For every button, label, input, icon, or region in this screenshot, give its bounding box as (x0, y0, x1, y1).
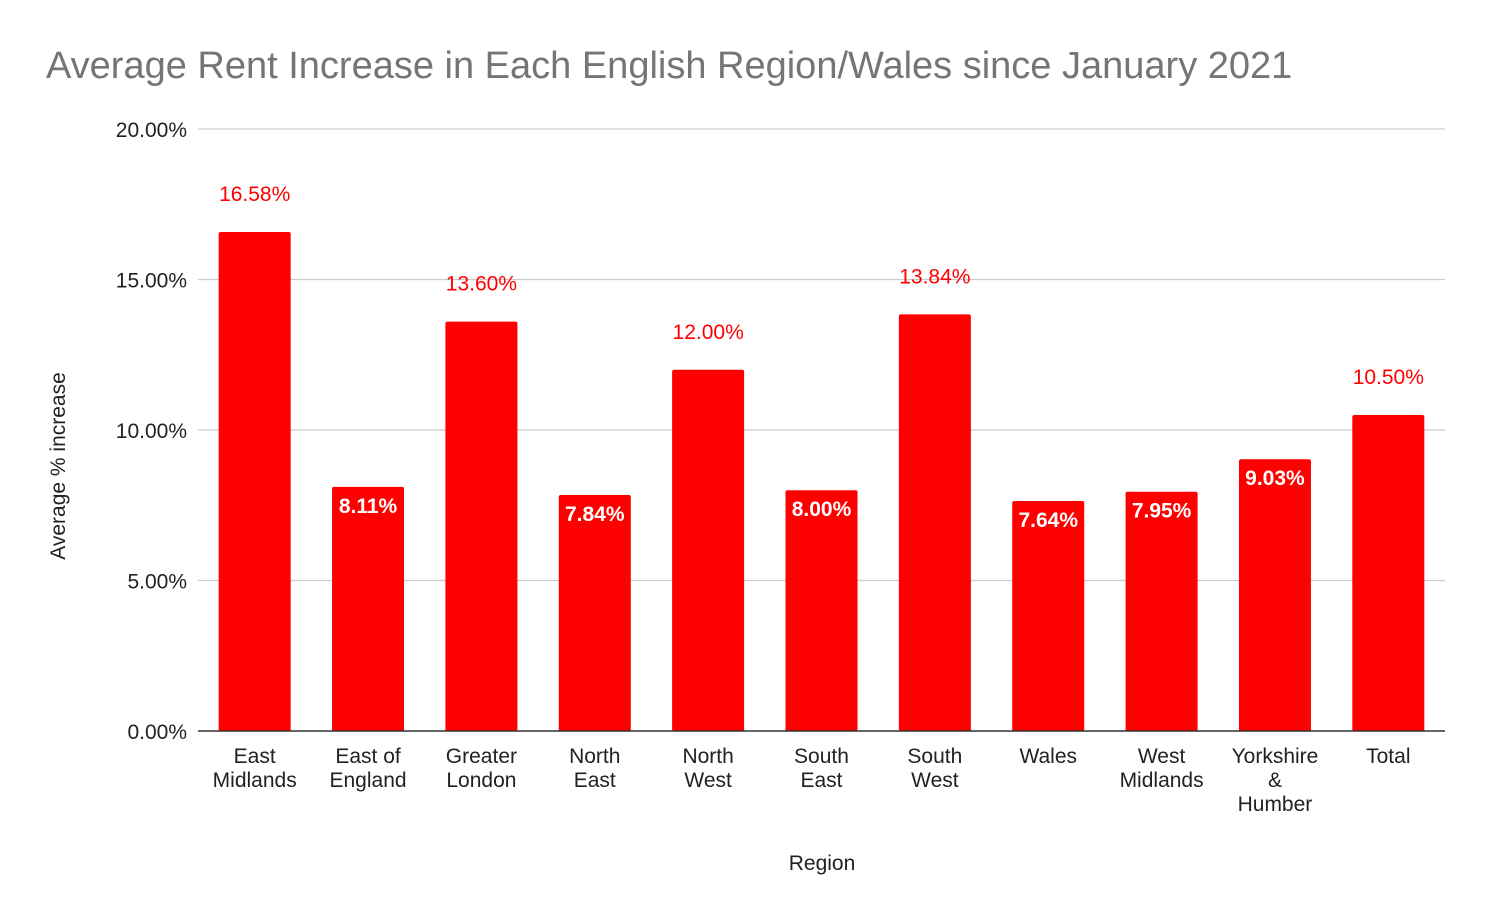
y-tick-label: 15.00% (116, 270, 187, 293)
bar (1125, 491, 1198, 731)
x-tick-label-line: West (1138, 745, 1186, 768)
y-tick-label: 20.00% (116, 119, 187, 142)
bar (785, 490, 858, 731)
bar (1238, 459, 1311, 731)
y-axis-title: Average % increase (47, 372, 70, 560)
x-tick-label-line: West (684, 769, 732, 792)
x-tick-label: South West (907, 745, 962, 792)
x-axis-title: Region (789, 852, 856, 875)
x-tick-label-line: Yorkshire (1232, 745, 1319, 768)
x-tick-label: North East (569, 745, 620, 792)
data-label: 7.84% (565, 503, 625, 526)
data-labels: 16.58% 8.11% 13.60% 7.84% 12.00% 8.00% 13.84% 7… (219, 183, 1424, 532)
data-label: 8.00% (792, 498, 852, 521)
y-tick-label: 0.00% (127, 721, 187, 744)
bar (898, 314, 971, 731)
bar (1352, 414, 1425, 731)
x-tick-label-line: & (1268, 769, 1282, 792)
x-tick-label: Greater London (446, 745, 517, 792)
x-tick-label-line: South (907, 745, 962, 768)
bar (332, 486, 405, 731)
data-label: 7.95% (1132, 500, 1192, 523)
x-tick-label-line: Wales (1019, 745, 1077, 768)
x-tick-label-line: Humber (1238, 793, 1313, 816)
data-label: 13.60% (446, 273, 517, 296)
bar (218, 231, 291, 731)
x-tick-label: Wales (1019, 745, 1077, 768)
x-tick-label: West Midlands (1120, 745, 1204, 792)
data-label: 9.03% (1245, 467, 1305, 490)
bar (672, 369, 745, 731)
x-tick-label-line: Midlands (1120, 769, 1204, 792)
data-label: 12.00% (673, 321, 744, 344)
x-tick-label-line: Greater (446, 745, 517, 768)
data-label: 7.64% (1018, 509, 1078, 532)
bar (1012, 501, 1085, 731)
data-label: 16.58% (219, 183, 290, 206)
x-tick-label: Total (1366, 745, 1410, 768)
bar (558, 495, 631, 731)
data-label: 10.50% (1353, 366, 1424, 389)
x-tick-label-line: East (574, 769, 616, 792)
x-tick-label: East of England (330, 745, 407, 792)
x-tick-label-line: North (569, 745, 620, 768)
y-tick-label: 10.00% (116, 420, 187, 443)
chart-title: Average Rent Increase in Each English Re… (46, 45, 1292, 87)
x-tick-label-line: South (794, 745, 849, 768)
bar (445, 321, 518, 731)
x-tick-label: Yorkshire & Humber (1232, 745, 1319, 816)
x-tick-label-line: West (911, 769, 959, 792)
x-tick-label: North West (682, 745, 733, 792)
x-tick-label: South East (794, 745, 849, 792)
bars (218, 231, 1425, 731)
data-label: 13.84% (899, 265, 970, 288)
data-label: 8.11% (339, 495, 398, 518)
y-tick-label: 5.00% (127, 571, 187, 594)
x-tick-label-line: London (446, 769, 516, 792)
x-tick-label-line: East (234, 745, 276, 768)
x-tick-label-line: North (682, 745, 733, 768)
y-axis-ticks: 0.00% 5.00% 10.00% 15.00% 20.00% (116, 119, 187, 744)
x-tick-label-line: East of (335, 745, 401, 768)
x-tick-label-line: Total (1366, 745, 1410, 768)
x-tick-label-line: Midlands (213, 769, 297, 792)
x-tick-label-line: East (800, 769, 842, 792)
x-tick-label-line: England (330, 769, 407, 792)
x-tick-label: East Midlands (213, 745, 297, 792)
